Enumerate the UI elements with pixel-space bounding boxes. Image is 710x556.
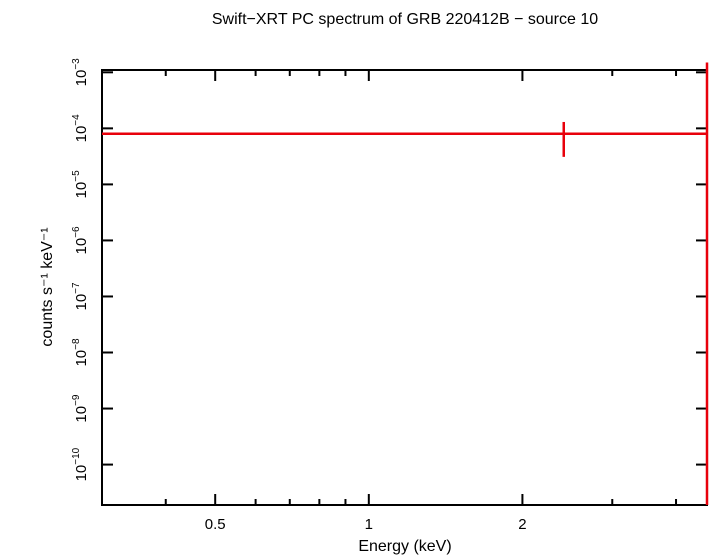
x-tick-label: 1 [365, 516, 373, 533]
y-tick-label: 10−8 [71, 338, 90, 367]
y-tick-label: 10−5 [71, 170, 90, 199]
y-tick-exponent: −8 [71, 338, 82, 350]
x-axis-label: Energy (keV) [358, 538, 451, 555]
y-tick-exponent: −6 [71, 226, 82, 238]
y-tick-exponent: −9 [71, 394, 82, 406]
y-tick-base: 10 [73, 406, 90, 423]
y-tick-label: 10−6 [71, 226, 90, 255]
y-tick-label: 10−9 [71, 394, 90, 423]
plot-frame [101, 69, 708, 506]
y-axis-label: counts s⁻¹ keV⁻¹ [39, 227, 56, 346]
y-tick-base: 10 [73, 294, 90, 311]
y-tick-exponent: −3 [71, 58, 82, 70]
y-tick-label: 10−7 [71, 282, 90, 311]
y-tick-exponent: −10 [71, 447, 82, 464]
data-layer [102, 62, 709, 505]
y-tick-base: 10 [73, 70, 90, 87]
y-tick-base: 10 [73, 465, 90, 482]
y-tick-base: 10 [73, 238, 90, 255]
y-tick-base: 10 [73, 182, 90, 199]
x-tick-label: 2 [518, 516, 526, 533]
y-tick-label: 10−3 [71, 58, 90, 87]
y-tick-label: 10−4 [71, 114, 90, 143]
y-tick-exponent: −5 [71, 170, 82, 182]
y-tick-base: 10 [73, 126, 90, 143]
y-tick-exponent: −7 [71, 282, 82, 294]
y-tick-base: 10 [73, 350, 90, 367]
y-tick-exponent: −4 [71, 114, 82, 126]
chart-title: Swift−XRT PC spectrum of GRB 220412B − s… [212, 11, 598, 28]
y-tick-label: 10−10 [71, 447, 90, 481]
x-tick-label: 0.5 [205, 516, 226, 533]
